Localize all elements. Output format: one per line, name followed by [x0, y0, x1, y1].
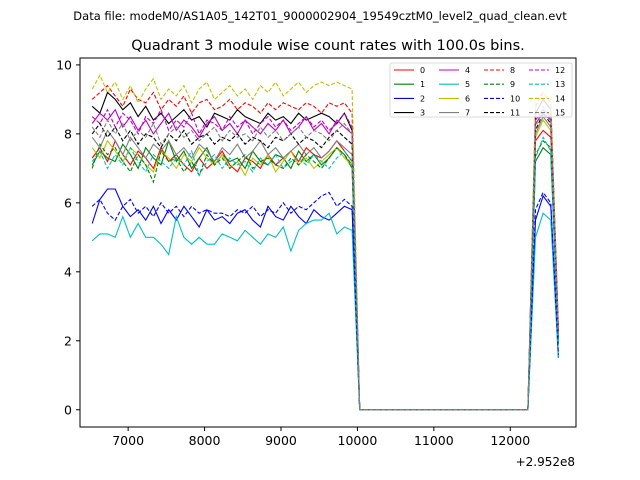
legend-label-8: 8: [510, 66, 515, 75]
legend-label-0: 0: [420, 66, 425, 75]
x-offset-label: +2.952e8: [516, 455, 575, 469]
legend-label-7: 7: [465, 109, 470, 118]
series-line-15: [91, 104, 559, 411]
y-tick-label: 2: [64, 333, 72, 348]
legend-label-11: 11: [510, 109, 520, 118]
series-line-13: [91, 135, 559, 411]
y-tick-label: 6: [64, 195, 72, 210]
x-tick-label: 7000: [112, 433, 144, 448]
series-line-9: [91, 139, 559, 411]
x-tick-label: 10000: [338, 433, 378, 448]
figure-suptitle: Data file: modeM0/AS1A05_142T01_90000029…: [73, 9, 567, 23]
series-line-12: [91, 108, 559, 411]
legend-label-10: 10: [510, 94, 520, 103]
legend-label-6: 6: [465, 94, 470, 103]
y-tick-label: 8: [64, 126, 72, 141]
series-line-6: [91, 119, 559, 411]
legend-box: [389, 62, 573, 118]
series-line-1: [91, 139, 559, 411]
legend-label-12: 12: [555, 66, 565, 75]
legend-label-13: 13: [555, 80, 565, 89]
legend-label-3: 3: [420, 109, 425, 118]
legend-label-2: 2: [420, 94, 425, 103]
series-line-5: [91, 212, 559, 411]
legend-label-9: 9: [510, 80, 515, 89]
legend-label-4: 4: [465, 66, 470, 75]
series-line-10: [91, 191, 559, 411]
y-tick-label: 4: [64, 264, 72, 279]
series-line-0: [91, 129, 559, 411]
legend-label-14: 14: [555, 94, 565, 103]
y-tick-label: 10: [56, 57, 72, 72]
legend-label-15: 15: [555, 109, 565, 118]
legend-label-1: 1: [420, 80, 425, 89]
chart-title: Quadrant 3 module wise count rates with …: [131, 38, 525, 54]
series-lines: [91, 73, 559, 411]
x-tick-label: 8000: [189, 433, 221, 448]
y-tick-label: 0: [64, 402, 72, 417]
axes-frame: [79, 57, 577, 428]
x-tick-label: 12000: [490, 433, 530, 448]
series-line-2: [91, 188, 559, 411]
legend-label-5: 5: [465, 80, 470, 89]
x-tick-label: 9000: [265, 433, 297, 448]
x-tick-label: 11000: [414, 433, 454, 448]
series-line-8: [91, 84, 559, 411]
series-line-3: [91, 91, 559, 411]
series-line-14: [91, 73, 559, 411]
